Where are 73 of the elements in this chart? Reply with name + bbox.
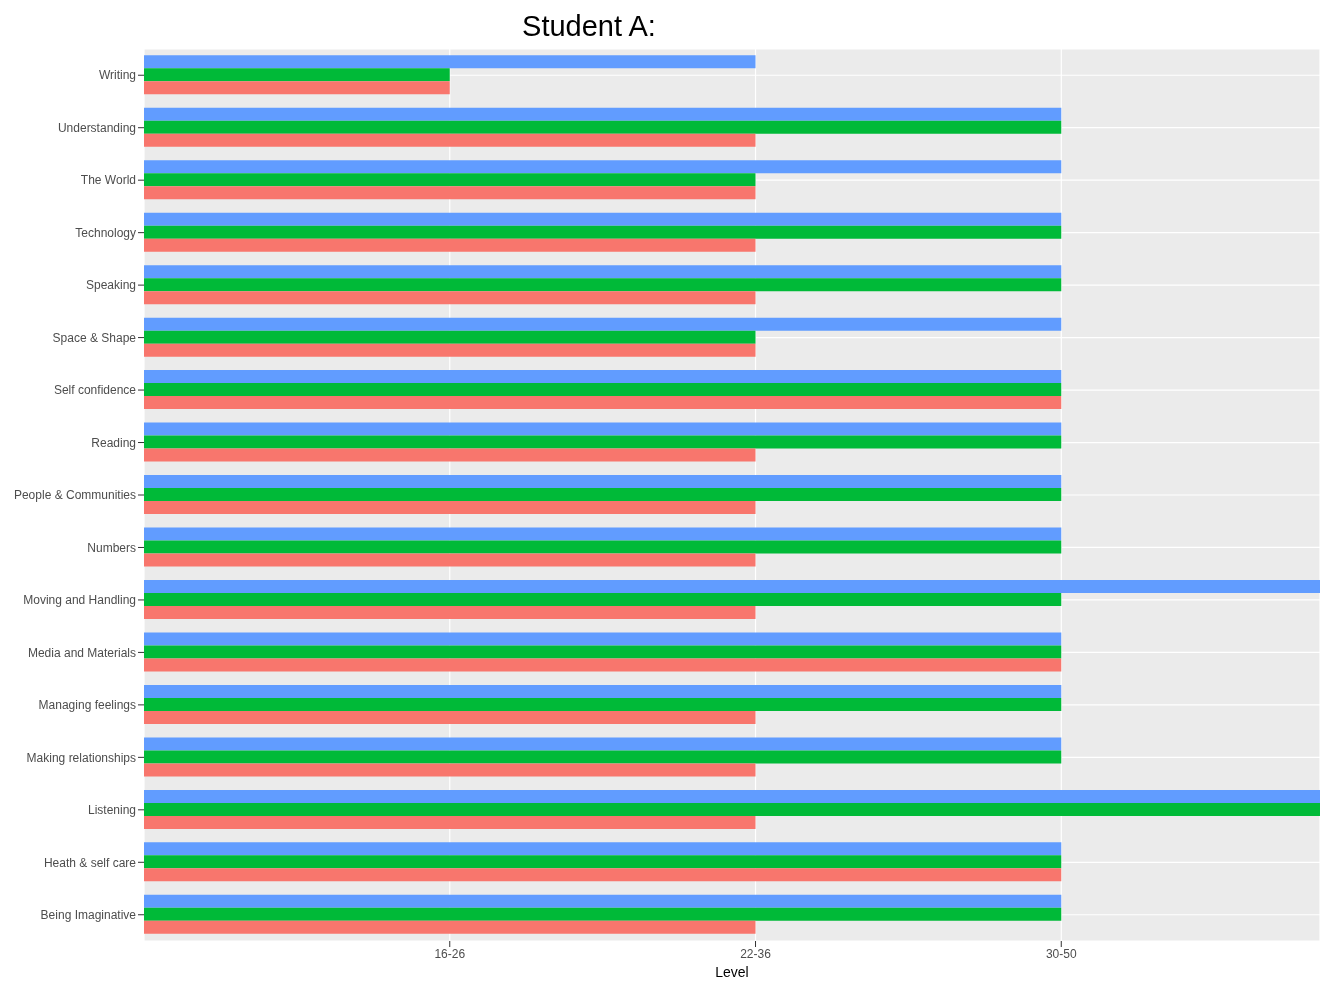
bar	[144, 540, 1062, 554]
bar	[144, 186, 756, 200]
bar	[144, 55, 756, 69]
y-tick-label: Listening	[87, 803, 136, 818]
bar	[144, 763, 756, 777]
y-tick-label: Speaking	[85, 278, 136, 293]
bar	[144, 173, 756, 187]
bar	[144, 396, 1062, 410]
y-tick-label: The World	[80, 173, 136, 188]
bar	[144, 527, 1062, 541]
bar	[144, 343, 756, 357]
bar	[144, 632, 1062, 646]
y-tick-label: Reading	[91, 435, 136, 450]
bar	[144, 278, 1062, 292]
bar	[144, 580, 1320, 593]
bar	[144, 907, 1062, 921]
bar	[144, 448, 756, 462]
bar	[144, 488, 1062, 502]
bar	[144, 475, 1062, 489]
bar	[144, 750, 1062, 764]
bar	[144, 330, 756, 344]
text: 22-36	[740, 946, 772, 961]
bar	[144, 815, 756, 829]
bar	[144, 435, 1062, 449]
y-tick-label: Understanding	[57, 120, 136, 135]
bar	[144, 802, 1320, 816]
bar	[144, 160, 1062, 174]
y-tick-label: Making relationships	[26, 750, 136, 765]
y-tick-label: Writing	[98, 68, 136, 83]
text: 30-50	[1045, 946, 1077, 961]
bar	[144, 645, 1062, 659]
chart-title: Student A:	[521, 10, 657, 43]
y-tick-label: Heath & self care	[43, 855, 137, 870]
y-tick-label: Being Imaginative	[40, 908, 137, 923]
bar	[144, 383, 1062, 397]
bar	[144, 868, 1062, 882]
bar	[144, 133, 756, 147]
bar	[144, 107, 1062, 121]
bar	[144, 684, 1062, 698]
bar	[144, 553, 756, 567]
bar	[144, 291, 756, 305]
y-tick-label: People & Communities	[13, 488, 136, 503]
y-tick-label: Media and Materials	[27, 645, 136, 660]
bar	[144, 317, 1062, 331]
bar	[144, 81, 450, 95]
bar	[144, 842, 1062, 856]
y-tick-label: Technology	[75, 225, 136, 240]
bar	[144, 370, 1062, 384]
y-tick-label: Numbers	[87, 540, 136, 555]
bar	[144, 894, 1062, 908]
bar	[144, 855, 1062, 869]
bar	[144, 422, 1062, 436]
y-tick-label: Self confidence	[53, 383, 137, 398]
bar	[144, 120, 1062, 134]
bar	[144, 737, 1062, 751]
bar	[144, 68, 450, 82]
x-axis-title: Level	[715, 964, 749, 980]
bar	[144, 789, 1320, 803]
text: 16-26	[434, 946, 466, 961]
bar	[144, 238, 756, 252]
bar	[144, 710, 756, 724]
bar	[144, 212, 1062, 226]
bar	[144, 593, 1062, 606]
bar	[144, 265, 1062, 279]
bar	[144, 697, 1062, 711]
bar	[144, 658, 1062, 672]
y-tick-label: Managing feelings	[38, 698, 136, 713]
y-tick-label: Space & Shape	[52, 330, 137, 345]
bar	[144, 920, 756, 934]
y-tick-label: Moving and Handling	[23, 593, 136, 608]
bar	[144, 225, 1062, 239]
bar	[144, 501, 756, 515]
bar	[144, 606, 756, 619]
